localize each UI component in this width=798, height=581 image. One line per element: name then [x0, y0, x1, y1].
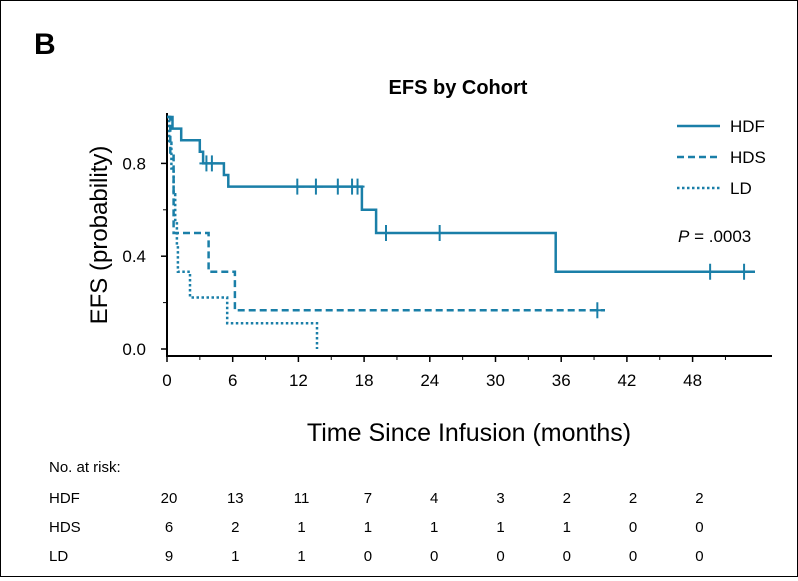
series-layer — [167, 115, 755, 349]
x-tick-label-18: 18 — [355, 371, 374, 390]
risk-cell-hds: 2 — [231, 519, 239, 536]
risk-cell-hds: 1 — [297, 519, 305, 536]
x-tick-label-6: 6 — [228, 371, 237, 390]
series-ld-line — [167, 115, 319, 349]
risk-cell-ld: 0 — [563, 548, 571, 565]
y-tick-label-0: 0.0 — [122, 340, 146, 359]
risk-cell-hds: 0 — [695, 519, 703, 536]
series-hdf-line — [167, 115, 755, 273]
p-value-annotation: P = .0003 — [678, 227, 751, 246]
risk-cell-hds: 1 — [364, 519, 372, 536]
risk-cell-ld: 9 — [165, 548, 173, 565]
risk-cell-ld: 0 — [364, 548, 372, 565]
risk-cell-hds: 0 — [629, 519, 637, 536]
risk-cell-hdf: 3 — [496, 490, 504, 507]
legend-hdf-label: HDF — [730, 117, 765, 136]
x-tick-label-24: 24 — [420, 371, 439, 390]
x-tick-label-36: 36 — [552, 371, 571, 390]
y-tick-label-2: 0.8 — [122, 154, 146, 173]
p-value: = .0003 — [689, 227, 751, 246]
legend-ld-label: LD — [730, 179, 752, 198]
y-axis-label: EFS (probability) — [86, 146, 113, 325]
risk-cell-ld: 0 — [629, 548, 637, 565]
risk-cell-ld: 0 — [430, 548, 438, 565]
risk-cell-ld: 1 — [231, 548, 239, 565]
risk-cell-hdf: 2 — [629, 490, 637, 507]
chart-title: EFS by Cohort — [389, 77, 528, 99]
risk-cell-ld: 0 — [496, 548, 504, 565]
risk-table-title: No. at risk: — [49, 459, 121, 476]
risk-cell-hdf: 2 — [695, 490, 703, 507]
panel-label: B — [34, 28, 56, 61]
legend: HDF HDS LD — [677, 117, 766, 198]
risk-cell-hdf: 20 — [161, 490, 178, 507]
risk-cell-hdf: 7 — [364, 490, 372, 507]
risk-cell-hdf: 4 — [430, 490, 438, 507]
y-tick-label-1: 0.4 — [122, 247, 146, 266]
series-hds-line — [167, 115, 605, 312]
p-symbol: P — [678, 227, 690, 246]
risk-cell-hds: 1 — [563, 519, 571, 536]
risk-row-label-hds: HDS — [49, 519, 81, 536]
risk-cell-hds: 1 — [430, 519, 438, 536]
risk-cell-ld: 0 — [695, 548, 703, 565]
risk-cell-hdf: 2 — [563, 490, 571, 507]
x-tick-label-48: 48 — [683, 371, 702, 390]
legend-hds-label: HDS — [730, 148, 766, 167]
risk-cell-ld: 1 — [297, 548, 305, 565]
risk-row-label-hdf: HDF — [49, 490, 80, 507]
risk-cell-hds: 1 — [496, 519, 504, 536]
x-tick-label-30: 30 — [486, 371, 505, 390]
risk-cell-hdf: 11 — [294, 490, 310, 507]
risk-cell-hds: 6 — [165, 519, 173, 536]
x-tick-label-12: 12 — [289, 371, 308, 390]
x-tick-label-0: 0 — [162, 371, 171, 390]
x-axis-label: Time Since Infusion (months) — [307, 419, 631, 447]
risk-cell-hdf: 13 — [227, 490, 244, 507]
axes: 0 6 12 18 24 30 36 42 48 0.0 0.4 0.8 — [122, 113, 772, 390]
x-tick-label-42: 42 — [617, 371, 636, 390]
risk-row-label-ld: LD — [49, 548, 68, 565]
